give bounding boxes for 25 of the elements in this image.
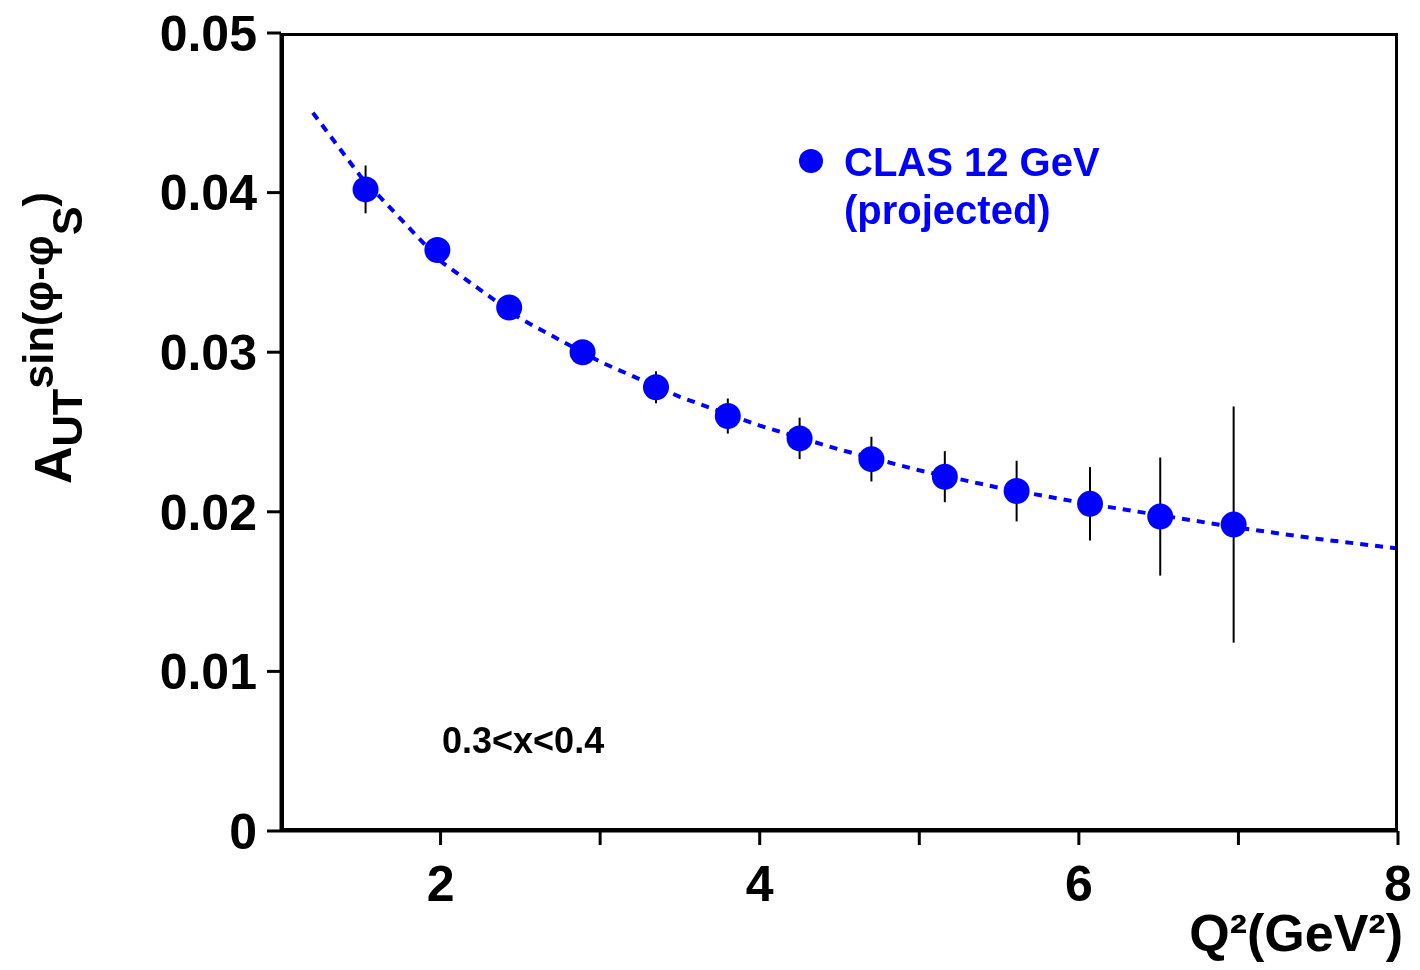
point — [714, 403, 741, 430]
point — [1147, 503, 1174, 530]
x-tick-label: 6 — [1064, 855, 1093, 912]
point — [786, 425, 813, 452]
legend-label: CLAS 12 GeV (projected) — [844, 139, 1101, 234]
point — [352, 176, 379, 203]
x-tick-label: 2 — [426, 855, 455, 912]
annotation: 0.3<x<0.4 — [442, 720, 605, 762]
y-tick-label: 0.01 — [159, 644, 257, 701]
y-tick-label: 0 — [229, 803, 257, 860]
point — [1003, 478, 1030, 505]
point — [858, 446, 885, 473]
y-tick-label: 0.04 — [159, 165, 258, 222]
y-tick-label: 0.05 — [159, 5, 257, 62]
point — [931, 463, 958, 490]
line-series — [310, 110, 1398, 551]
point — [1220, 511, 1247, 538]
y-tick-label: 0.03 — [159, 324, 257, 381]
point — [1077, 490, 1104, 517]
point — [642, 374, 669, 401]
x-tick-label: 4 — [745, 855, 774, 912]
point — [569, 339, 596, 366]
point — [424, 237, 451, 264]
y-tick-label: 0.02 — [159, 484, 257, 541]
point — [496, 294, 523, 321]
